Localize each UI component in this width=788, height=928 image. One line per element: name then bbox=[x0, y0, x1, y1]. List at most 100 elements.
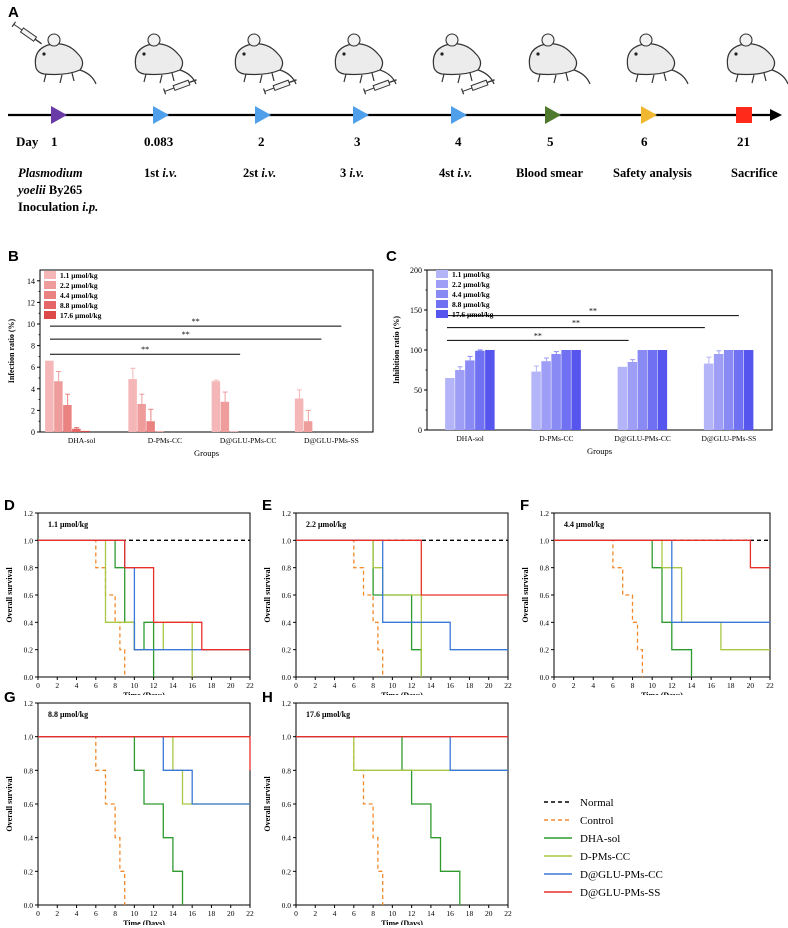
x-tick-label: 18 bbox=[208, 909, 216, 918]
bar bbox=[713, 354, 724, 430]
step-line-3a: Inoculation bbox=[18, 200, 83, 214]
x-tick-label: 16 bbox=[446, 681, 454, 690]
bar bbox=[637, 350, 648, 430]
series-line-control bbox=[38, 736, 126, 905]
x-tick-label: 4 bbox=[75, 909, 79, 918]
x-tick-label: 10 bbox=[389, 681, 397, 690]
y-tick-label: 4 bbox=[31, 385, 35, 394]
y-tick-label: 0.0 bbox=[24, 673, 34, 682]
mouse-icon-1 bbox=[11, 21, 97, 85]
mouse-icon-5 bbox=[432, 33, 497, 95]
x-tick-label: 8 bbox=[113, 909, 117, 918]
series-line-dha-sol bbox=[296, 736, 461, 905]
timeline-step-5: 4st i.v. bbox=[439, 166, 473, 180]
legend-label: Control bbox=[580, 815, 614, 827]
y-tick-label: 0.2 bbox=[282, 867, 292, 876]
panel-label-c: C bbox=[386, 248, 397, 265]
x-axis-label: Time (Days) bbox=[123, 691, 165, 695]
series-line-control bbox=[296, 539, 384, 677]
timeline-marker-2 bbox=[153, 106, 169, 124]
bar bbox=[647, 350, 658, 430]
x-tick-label: 8 bbox=[113, 681, 117, 690]
x-tick-label: 6 bbox=[611, 681, 615, 690]
bar bbox=[723, 350, 734, 430]
bar bbox=[617, 366, 628, 430]
x-tick-label: 10 bbox=[131, 909, 139, 918]
y-tick-label: 1.0 bbox=[24, 536, 34, 545]
mouse-icon-6 bbox=[528, 33, 591, 85]
dose-title: 4.4 μmol/kg bbox=[564, 520, 604, 529]
mouse-icon-7 bbox=[626, 33, 689, 85]
bar bbox=[733, 350, 744, 430]
legend-label: DHA-sol bbox=[580, 833, 620, 845]
bar bbox=[743, 350, 754, 430]
legend-swatch bbox=[44, 301, 56, 309]
panel-label-d: D bbox=[4, 497, 15, 514]
significance-label: ** bbox=[572, 319, 580, 328]
legend-swatch bbox=[436, 300, 448, 308]
significance-label: ** bbox=[192, 317, 200, 326]
x-tick-label: 4 bbox=[333, 681, 337, 690]
timeline-day-3: 2 bbox=[258, 134, 265, 149]
step-line-1: Plasmodium bbox=[18, 166, 83, 180]
x-tick-label: 20 bbox=[485, 681, 493, 690]
inhibition-ratio-chart: 0 50 100 150 200 Inhibition ratio (%) Groups DH… bbox=[392, 266, 773, 456]
x-tick-label: 14 bbox=[169, 909, 177, 918]
timeline-step-3: 2st i.v. bbox=[243, 166, 277, 180]
timeline-marker-7 bbox=[641, 106, 657, 124]
series-line-d-glu-pms-ss bbox=[38, 736, 251, 771]
y-tick-label: 0.8 bbox=[282, 564, 292, 573]
x-axis-label: Time (Days) bbox=[641, 691, 683, 695]
plot-frame bbox=[295, 702, 509, 906]
timeline-step-2: 1st i.v. bbox=[144, 166, 178, 180]
y-axis-label: Inhibition ratio (%) bbox=[392, 316, 401, 384]
y-tick-label: 1.2 bbox=[24, 699, 34, 708]
x-tick-label: D@GLU-PMs-SS bbox=[304, 436, 359, 445]
y-tick-label: 12 bbox=[27, 298, 35, 307]
timeline-step-4: 3 i.v. bbox=[340, 166, 365, 180]
step-line-2a: yoelii bbox=[18, 183, 46, 197]
series-line-control bbox=[296, 736, 384, 905]
legend-label: 2.2 μmol/kg bbox=[452, 280, 490, 289]
y-tick-label: 10 bbox=[27, 320, 35, 329]
x-tick-label: 14 bbox=[427, 681, 435, 690]
bar bbox=[81, 430, 90, 432]
bar bbox=[455, 370, 465, 430]
y-tick-label: 150 bbox=[410, 306, 422, 315]
series-line-control bbox=[554, 539, 644, 677]
x-tick-label: 14 bbox=[688, 681, 696, 690]
bar bbox=[294, 398, 304, 432]
mouse-icon-8 bbox=[726, 33, 788, 85]
timeline-day-5: 4 bbox=[455, 134, 462, 149]
x-tick-label: 18 bbox=[466, 681, 474, 690]
x-tick-label: 10 bbox=[389, 909, 397, 918]
series-line-d-glu-pms-ss bbox=[38, 539, 250, 651]
y-axis-label: Overall survival bbox=[5, 567, 14, 623]
plot-frame bbox=[37, 512, 251, 678]
legend-label: D-PMs-CC bbox=[580, 851, 630, 863]
survival-chart-e: 0 2 4 6 8 10 12 14 16 18 20 22 0.0 0.2 0.4 0.6 0.8 1.0 1.2… bbox=[263, 509, 512, 695]
x-tick-label: 4 bbox=[333, 909, 337, 918]
legend-swatch bbox=[44, 281, 56, 289]
timeline-marker-6 bbox=[545, 106, 561, 124]
x-tick-label: D@GLU-PMs-SS bbox=[701, 434, 756, 443]
x-tick-label: 20 bbox=[227, 681, 235, 690]
x-tick-label: 12 bbox=[408, 681, 416, 690]
bar bbox=[541, 361, 551, 430]
x-tick-label: 6 bbox=[352, 681, 356, 690]
y-tick-label: 200 bbox=[410, 266, 422, 275]
bar bbox=[465, 360, 475, 430]
y-tick-label: 1.2 bbox=[24, 509, 34, 518]
x-tick-label: 2 bbox=[55, 681, 59, 690]
dose-title: 2.2 μmol/kg bbox=[306, 520, 346, 529]
bar bbox=[155, 431, 164, 432]
legend-swatch bbox=[436, 270, 448, 278]
timeline-day-6: 5 bbox=[547, 134, 554, 149]
survival-legend: Normal Control DHA-sol D-PMs-CC D@GLU-PMs-CC… bbox=[544, 797, 663, 899]
x-tick-label: 14 bbox=[427, 909, 435, 918]
timeline-arrowhead bbox=[770, 109, 782, 121]
bar bbox=[561, 350, 571, 430]
legend-swatch bbox=[44, 291, 56, 299]
timeline-step-inoculation: Plasmodium yoelii By265 Inoculation i.p. bbox=[18, 166, 98, 215]
panel-label-f: F bbox=[520, 497, 530, 514]
